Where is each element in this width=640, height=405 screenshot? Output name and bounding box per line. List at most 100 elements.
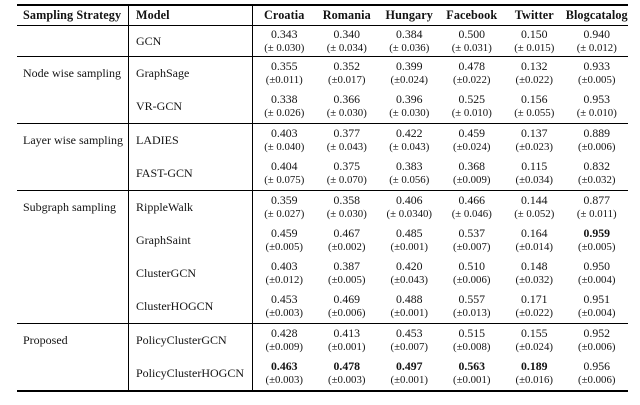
column-header-romania: Romania	[322, 8, 371, 22]
metric-cell: 0.951 (±0.004)	[566, 290, 629, 323]
metric-cell: 0.383 (± 0.056)	[378, 157, 441, 190]
metric-value: 0.488	[395, 292, 423, 307]
strategy-group: Subgraph sampling RippleWalk 0.359 (± 0.027…	[17, 191, 628, 324]
metric-cell: 0.368 (±0.009)	[441, 157, 504, 190]
metric-value: 0.404	[270, 159, 298, 174]
metric-value: 0.877	[583, 193, 611, 208]
metric-stddev: (± 0.030)	[264, 41, 305, 54]
metric-stddev: (± 0.030)	[326, 208, 367, 221]
metric-cell: 0.399 (±0.024)	[378, 57, 441, 90]
metric-value: 0.406	[395, 193, 423, 208]
metric-value: 0.132	[520, 59, 548, 74]
metric-stddev: (± 0.015)	[514, 41, 555, 54]
metric-cell: 0.950 (±0.004)	[566, 257, 629, 290]
metric-value: 0.525	[458, 92, 486, 107]
metric-value: 0.453	[270, 292, 298, 307]
metric-cell: 0.404 (± 0.075)	[253, 157, 316, 190]
metric-value: 0.343	[270, 26, 298, 41]
metric-cell: 0.557 (±0.013)	[441, 290, 504, 323]
model-row: PolicyClusterHOGCN 0.463 (±0.003) 0.478 (±0.…	[129, 357, 628, 390]
group-body: GCN 0.343 (± 0.030) 0.340 (± 0.034) 0.384 (± 0…	[129, 26, 628, 56]
metric-cell: 0.338 (± 0.026)	[253, 90, 316, 123]
metric-cell: 0.150 (± 0.015)	[503, 26, 566, 56]
strategy-label: Proposed	[17, 324, 129, 390]
metric-cell: 0.463 (±0.003)	[253, 357, 316, 390]
metric-cell: 0.384 (± 0.036)	[378, 26, 441, 56]
metric-stddev: (±0.022)	[515, 307, 553, 320]
metric-value: 0.164	[520, 226, 548, 241]
metric-value: 0.557	[458, 292, 486, 307]
metric-cell: 0.953 (± 0.010)	[566, 90, 629, 123]
metric-value: 0.478	[458, 59, 486, 74]
metric-stddev: (±0.032)	[578, 174, 616, 187]
strategy-group: Proposed PolicyClusterGCN 0.428 (±0.009) 0.4…	[17, 324, 628, 390]
metric-stddev: (±0.007)	[453, 241, 491, 254]
metric-stddev: (±0.006)	[453, 274, 491, 287]
metric-stddev: (±0.022)	[515, 74, 553, 87]
model-name: GraphSaint	[129, 224, 253, 257]
metric-value: 0.359	[270, 193, 298, 208]
strategy-label	[17, 26, 129, 56]
metric-stddev: (±0.005)	[578, 241, 616, 254]
metric-stddev: (±0.001)	[390, 374, 428, 387]
metric-cell: 0.537 (±0.007)	[441, 224, 504, 257]
metric-cell: 0.352 (±0.017)	[316, 57, 379, 90]
metric-stddev: (±0.004)	[578, 274, 616, 287]
metric-value: 0.150	[520, 26, 548, 41]
strategy-group: Layer wise sampling LADIES 0.403 (± 0.040) 0…	[17, 124, 628, 191]
table-body: GCN 0.343 (± 0.030) 0.340 (± 0.034) 0.384 (± 0…	[17, 26, 628, 390]
model-row: GraphSage 0.355 (±0.011) 0.352 (±0.017) 0.399…	[129, 57, 628, 90]
metric-cell: 0.469 (±0.006)	[316, 290, 379, 323]
metric-stddev: (± 0.075)	[264, 174, 305, 187]
metric-cell: 0.933 (±0.005)	[566, 57, 629, 90]
metric-stddev: (±0.024)	[515, 341, 553, 354]
metric-value: 0.403	[270, 259, 298, 274]
metric-cell: 0.148 (±0.032)	[503, 257, 566, 290]
metric-stddev: (± 0.043)	[389, 141, 430, 154]
model-row: GraphSaint 0.459 (±0.005) 0.467 (±0.002) 0.48…	[129, 224, 628, 257]
metric-value: 0.368	[458, 159, 486, 174]
metric-value: 0.189	[520, 359, 548, 374]
model-name: RippleWalk	[129, 191, 253, 224]
metric-value: 0.384	[395, 26, 423, 41]
metric-cell: 0.500 (± 0.031)	[441, 26, 504, 56]
metric-stddev: (± 0.0340)	[386, 208, 432, 221]
metric-cell: 0.478 (±0.022)	[441, 57, 504, 90]
metric-cell: 0.164 (±0.014)	[503, 224, 566, 257]
column-header-sampling-strategy: Sampling Strategy	[17, 6, 129, 25]
metric-stddev: (±0.001)	[390, 307, 428, 320]
metric-value: 0.171	[520, 292, 548, 307]
model-name: FAST-GCN	[129, 157, 253, 190]
metric-stddev: (± 0.040)	[264, 141, 305, 154]
metric-cell: 0.956 (±0.006)	[566, 357, 629, 390]
metric-stddev: (±0.005)	[328, 274, 366, 287]
metric-stddev: (±0.005)	[265, 241, 303, 254]
metric-cell: 0.387 (±0.005)	[316, 257, 379, 290]
model-row: RippleWalk 0.359 (± 0.027) 0.358 (± 0.030) 0.…	[129, 191, 628, 224]
metric-value: 0.500	[458, 26, 486, 41]
metric-stddev: (±0.007)	[390, 341, 428, 354]
metric-value: 0.137	[520, 126, 548, 141]
metric-stddev: (± 0.036)	[389, 41, 430, 54]
metric-cell: 0.497 (±0.001)	[378, 357, 441, 390]
metric-cell: 0.115 (±0.034)	[503, 157, 566, 190]
metric-cell: 0.156 (± 0.055)	[503, 90, 566, 123]
metric-value: 0.459	[458, 126, 486, 141]
metric-stddev: (± 0.010)	[576, 107, 617, 120]
metric-stddev: (± 0.052)	[514, 208, 555, 221]
model-name: VR-GCN	[129, 90, 253, 123]
metric-value: 0.933	[583, 59, 611, 74]
metric-stddev: (±0.003)	[265, 374, 303, 387]
metric-cell: 0.366 (± 0.030)	[316, 90, 379, 123]
metric-value: 0.453	[395, 326, 423, 341]
metric-cell: 0.137 (±0.023)	[503, 124, 566, 157]
metric-stddev: (±0.043)	[390, 274, 428, 287]
metric-value: 0.115	[521, 159, 548, 174]
metric-cell: 0.889 (±0.006)	[566, 124, 629, 157]
column-header-hungary: Hungary	[385, 8, 433, 22]
metric-stddev: (± 0.043)	[326, 141, 367, 154]
metric-cell: 0.459 (±0.024)	[441, 124, 504, 157]
metric-value: 0.832	[583, 159, 611, 174]
model-name: ClusterHOGCN	[129, 290, 253, 323]
model-row: VR-GCN 0.338 (± 0.026) 0.366 (± 0.030) 0.396(…	[129, 90, 628, 123]
